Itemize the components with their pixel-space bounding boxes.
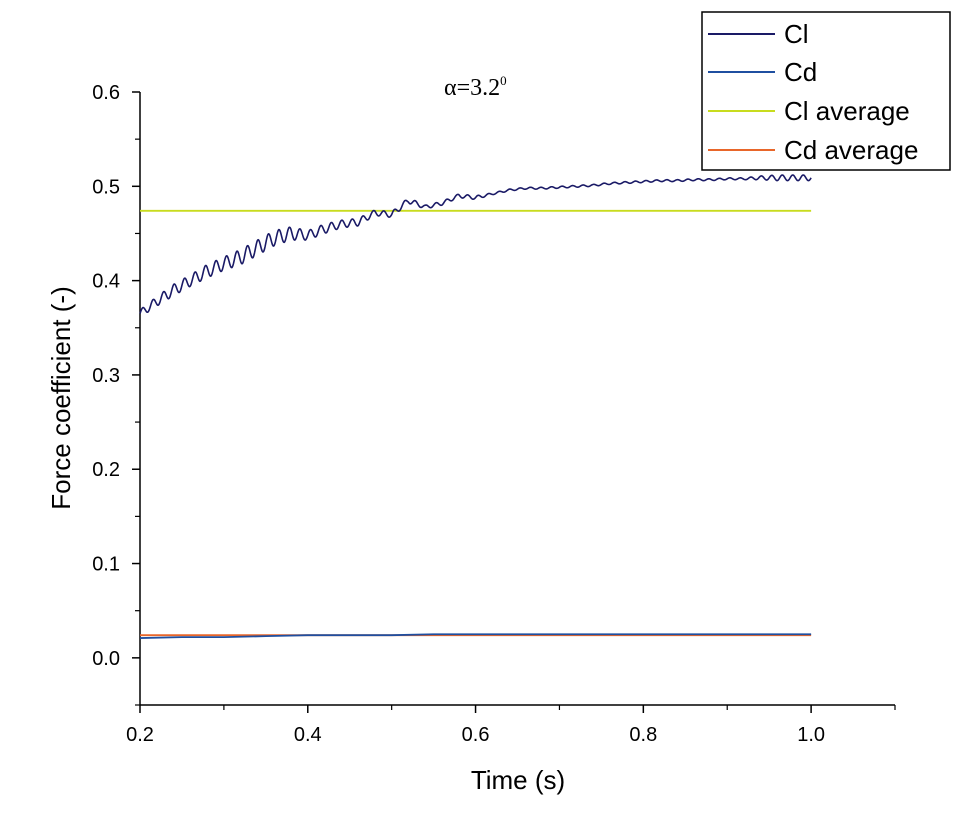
x-tick-label: 1.0 bbox=[797, 724, 825, 746]
legend: Cl Cd Cl average Cd average bbox=[701, 11, 951, 171]
series-layer bbox=[139, 174, 812, 639]
cl-line bbox=[139, 174, 812, 314]
x-tick-label: 0.6 bbox=[462, 724, 490, 746]
x-tick-label: 0.4 bbox=[294, 724, 322, 746]
x-axis-title: Time (s) bbox=[471, 765, 565, 795]
x-tick-label: 0.8 bbox=[629, 724, 657, 746]
legend-label-cl: Cl bbox=[784, 19, 809, 49]
legend-box bbox=[701, 11, 951, 171]
y-tick-label: 0.2 bbox=[92, 459, 120, 481]
legend-label-cl-average: Cl average bbox=[784, 96, 910, 126]
alpha-annotation: α=3.20 bbox=[444, 73, 507, 101]
x-tick-label: 0.2 bbox=[126, 724, 154, 746]
legend-label-cd-average: Cd average bbox=[784, 135, 918, 165]
alpha-value: =3.2 bbox=[457, 75, 501, 101]
y-axis-title: Force coefficient (-) bbox=[46, 286, 76, 509]
y-tick-label: 0.1 bbox=[92, 554, 120, 576]
alpha-degree: 0 bbox=[500, 73, 507, 88]
cd-line bbox=[139, 633, 812, 639]
y-tick-label: 0.6 bbox=[92, 82, 120, 104]
alpha-symbol: α bbox=[444, 75, 457, 101]
y-tick-label: 0.3 bbox=[92, 365, 120, 387]
y-tick-label: 0.4 bbox=[92, 271, 120, 293]
axis-ticks: 0.2 0.4 0.6 0.8 1.0 0.0 0.1 0.2 0.3 0.4 0.5 0.6 bbox=[92, 82, 896, 746]
y-tick-label: 0.0 bbox=[92, 648, 120, 670]
y-tick-label: 0.5 bbox=[92, 176, 120, 198]
legend-label-cd: Cd bbox=[784, 57, 817, 87]
